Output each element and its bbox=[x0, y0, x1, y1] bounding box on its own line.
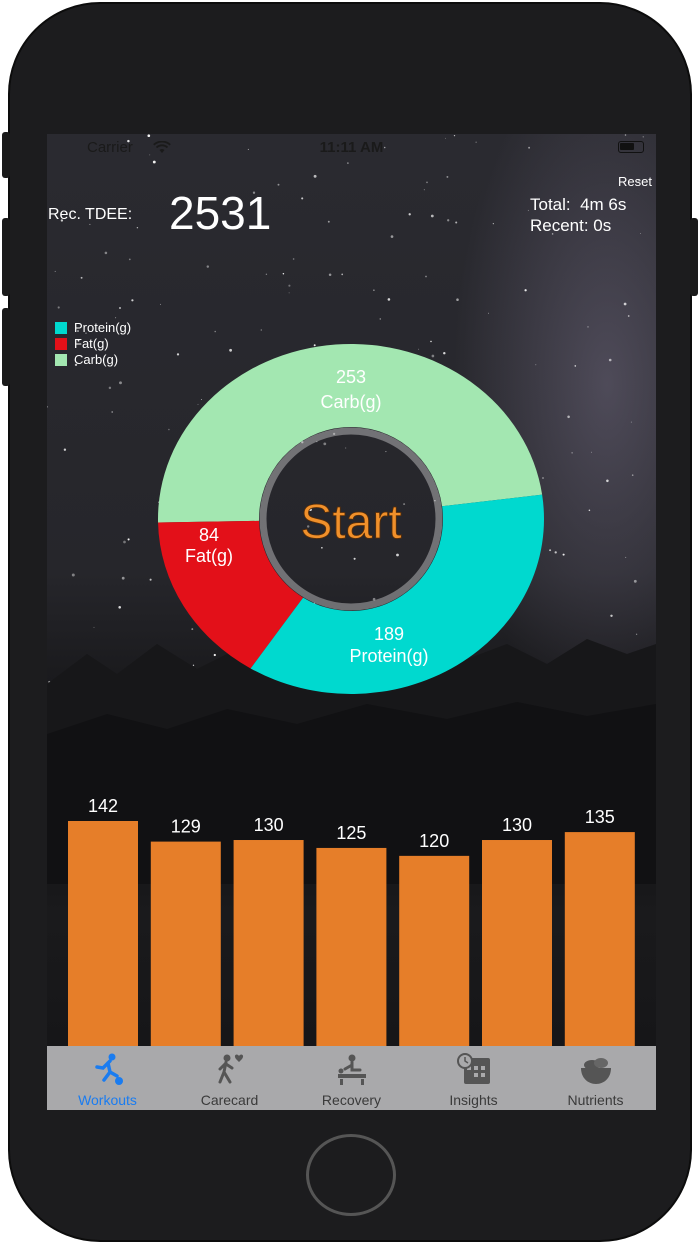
legend-item-protein: Protein(g) bbox=[55, 320, 131, 336]
mute-switch bbox=[2, 132, 10, 178]
start-button[interactable]: Start bbox=[300, 496, 402, 550]
tab-recovery[interactable]: Recovery bbox=[291, 1046, 412, 1110]
tab-nutrients[interactable]: Nutrients bbox=[535, 1046, 656, 1110]
protein-value-label: 189 bbox=[374, 624, 404, 644]
bar-value-label: 135 bbox=[585, 807, 615, 827]
salad-bowl-icon bbox=[580, 1058, 611, 1084]
donut-slice-protein[interactable] bbox=[250, 494, 544, 694]
bar bbox=[68, 821, 138, 1046]
legend-swatch bbox=[55, 354, 67, 366]
carrier-label: Carrier bbox=[87, 139, 133, 156]
bar bbox=[316, 847, 387, 1046]
massage-icon bbox=[337, 1054, 366, 1085]
donut-slice-fat[interactable] bbox=[158, 520, 304, 669]
status-time: 11:11 AM bbox=[319, 139, 384, 156]
total-time: Total: 4m 6s bbox=[530, 195, 627, 214]
tab-bar: Workouts Carecard Recovery bbox=[47, 1046, 656, 1110]
legend-item-carb: Carb(g) bbox=[55, 352, 131, 368]
calendar-clock-icon bbox=[456, 1053, 490, 1084]
tab-workouts[interactable]: Workouts bbox=[47, 1046, 168, 1110]
tab-label: Insights bbox=[449, 1092, 498, 1108]
tab-label: Workouts bbox=[78, 1092, 137, 1108]
bar-value-label: 142 bbox=[88, 796, 118, 816]
legend-item-fat: Fat(g) bbox=[55, 336, 131, 352]
protein-name-label: Protein(g) bbox=[349, 646, 428, 666]
bar-value-label: 130 bbox=[502, 815, 532, 835]
carb-name-label: Carb(g) bbox=[320, 392, 381, 412]
macro-donut-chart: 253 Carb(g) 84 Fat(g) 189 Protein(g) Sta… bbox=[158, 344, 544, 694]
home-button[interactable] bbox=[306, 1134, 396, 1216]
legend-label: Fat(g) bbox=[74, 336, 109, 351]
tab-carecard[interactable]: Carecard bbox=[169, 1046, 290, 1110]
recent-time: Recent: 0s bbox=[530, 216, 612, 235]
timer-summary: Total: 4m 6s Recent: 0s bbox=[530, 194, 650, 236]
volume-down-button bbox=[2, 308, 10, 386]
donut-inner-ring bbox=[259, 427, 443, 611]
bar-value-label: 120 bbox=[419, 831, 449, 851]
volume-up-button bbox=[2, 218, 10, 296]
tab-insights[interactable]: Insights bbox=[413, 1046, 534, 1110]
legend-swatch bbox=[55, 322, 67, 334]
reset-button[interactable]: Reset bbox=[618, 174, 652, 189]
bar bbox=[482, 840, 552, 1046]
app-screen: Carrier 11:11 AM Reset Rec. TDEE: 2531 T… bbox=[47, 134, 656, 1110]
bar-value-label: 129 bbox=[171, 817, 201, 837]
walking-heart-icon bbox=[218, 1054, 243, 1084]
fat-value-label: 84 bbox=[199, 525, 219, 545]
legend-label: Carb(g) bbox=[74, 352, 119, 367]
bar bbox=[150, 841, 221, 1046]
macro-legend: Protein(g) Fat(g) Carb(g) bbox=[55, 320, 131, 368]
status-bar: Carrier 11:11 AM bbox=[47, 134, 656, 162]
bar-chart: 142 129 130 125 120 130 135 bbox=[68, 796, 635, 1046]
tdee-label: Rec. TDEE: bbox=[48, 206, 133, 223]
tab-label: Nutrients bbox=[567, 1092, 624, 1108]
running-ball-icon bbox=[94, 1053, 123, 1085]
carb-value-label: 253 bbox=[336, 367, 366, 387]
legend-swatch bbox=[55, 338, 67, 350]
bar bbox=[233, 840, 304, 1046]
donut-slice-carb[interactable] bbox=[158, 344, 543, 523]
power-button bbox=[690, 218, 698, 296]
tdee-value: 2531 bbox=[169, 187, 272, 239]
tab-label: Recovery bbox=[321, 1092, 382, 1108]
bar bbox=[399, 855, 470, 1046]
legend-label: Protein(g) bbox=[74, 320, 132, 335]
bar-value-label: 130 bbox=[254, 815, 284, 835]
tab-label: Carecard bbox=[200, 1092, 259, 1108]
fat-name-label: Fat(g) bbox=[185, 546, 233, 566]
battery-icon bbox=[618, 141, 644, 153]
bar bbox=[564, 832, 635, 1046]
wifi-icon bbox=[153, 141, 171, 153]
bar-value-label: 125 bbox=[336, 823, 366, 843]
mountain-background bbox=[47, 634, 656, 884]
